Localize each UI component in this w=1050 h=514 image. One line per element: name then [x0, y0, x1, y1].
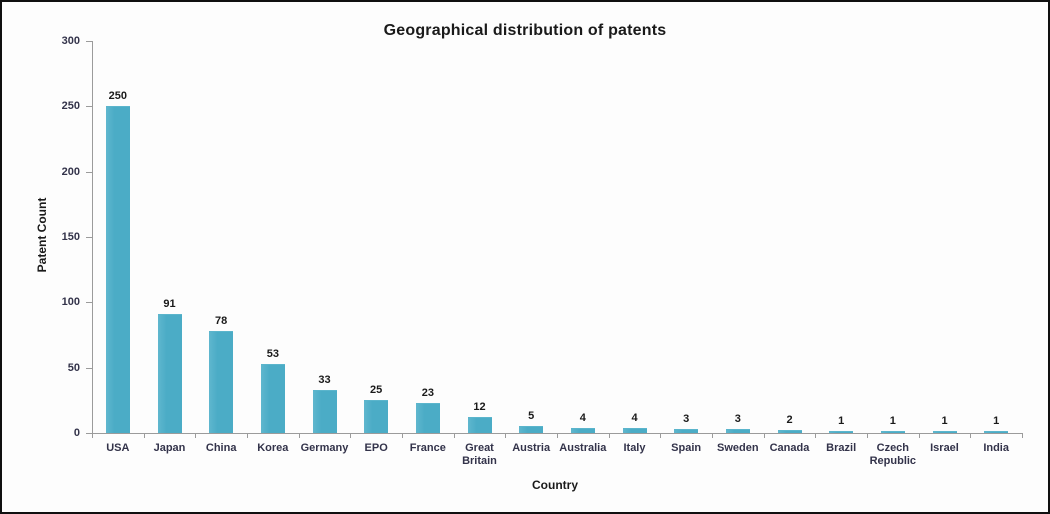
bar-value-label: 4	[631, 411, 638, 424]
x-tick-mark	[1022, 433, 1023, 438]
x-tick-mark	[350, 433, 352, 438]
x-category-label: China	[205, 442, 237, 454]
bar-value-label: 1	[889, 414, 896, 427]
bar-canada	[777, 430, 802, 433]
x-tick-mark	[298, 433, 300, 438]
x-tick-mark	[660, 433, 662, 438]
bar-australia	[570, 427, 595, 433]
bar-value-label: 1	[941, 414, 948, 427]
bar-austria	[519, 426, 544, 433]
bar-israel	[932, 430, 957, 433]
y-tick-mark	[86, 302, 92, 304]
bar-sweden	[725, 429, 750, 433]
x-category-label: Korea	[257, 442, 289, 454]
bar-value-label: 23	[421, 386, 434, 399]
y-axis-line	[92, 41, 93, 434]
bar-china	[209, 331, 234, 433]
x-tick-mark	[763, 433, 765, 438]
x-tick-mark	[453, 433, 455, 438]
y-tick-mark	[86, 106, 92, 108]
y-tick-mark	[86, 237, 92, 238]
bar-brazil	[829, 430, 854, 433]
x-tick-mark	[815, 433, 817, 438]
x-tick-mark	[505, 433, 507, 438]
x-category-label: USA	[106, 442, 130, 454]
x-category-label: Czech Republic	[869, 442, 917, 467]
bar-value-label: 1	[993, 414, 1000, 427]
x-category-label: India	[983, 442, 1009, 454]
bar-value-label: 5	[528, 410, 535, 423]
x-tick-mark	[970, 433, 972, 438]
x-tick-mark	[557, 433, 558, 438]
bar-czech-republic	[880, 430, 905, 433]
bar-value-label: 91	[163, 298, 176, 311]
x-category-label: Spain	[671, 442, 702, 454]
bar-india	[984, 430, 1009, 433]
x-category-label: Israel	[930, 442, 959, 454]
x-category-label: Austria	[512, 442, 551, 454]
x-category-label: Sweden	[717, 442, 759, 454]
x-category-label: Brazil	[826, 442, 857, 454]
bar-korea	[260, 363, 285, 433]
x-category-label: EPO	[364, 442, 388, 454]
x-tick-mark	[195, 433, 197, 438]
x-category-label: Great Britain	[462, 442, 497, 467]
y-tick-label: 0	[73, 427, 80, 439]
x-tick-mark	[712, 433, 713, 438]
x-category-label: France	[409, 442, 446, 454]
bar-value-label: 53	[266, 347, 279, 360]
bar-france	[415, 402, 440, 433]
x-tick-mark	[918, 433, 920, 438]
x-tick-mark	[867, 433, 868, 438]
x-tick-mark	[247, 433, 248, 438]
y-tick-mark	[86, 171, 92, 173]
x-tick-mark	[92, 433, 93, 438]
y-tick-label: 200	[61, 165, 80, 178]
bar-germany	[312, 389, 337, 433]
bar-italy	[622, 427, 647, 433]
y-tick-mark	[86, 433, 92, 434]
bar-value-label: 250	[108, 90, 127, 103]
chart-title: Geographical distribution of patents	[383, 22, 667, 39]
bar-japan	[157, 314, 182, 433]
bar-value-label: 3	[683, 413, 690, 426]
x-tick-mark	[402, 433, 403, 438]
y-tick-label: 250	[61, 100, 80, 113]
y-tick-label: 50	[67, 361, 80, 374]
y-tick-label: 300	[61, 35, 80, 47]
y-tick-mark	[86, 367, 92, 369]
bar-value-label: 12	[473, 401, 486, 414]
x-category-label: Japan	[153, 442, 186, 454]
x-tick-mark	[143, 433, 145, 438]
x-category-label: Italy	[623, 442, 646, 454]
x-category-label: Australia	[559, 442, 607, 454]
x-category-label: Germany	[300, 442, 349, 454]
bar-value-label: 78	[215, 315, 228, 328]
bar-usa	[105, 106, 130, 433]
x-category-label: Canada	[769, 442, 810, 454]
bar-value-label: 2	[786, 414, 793, 427]
x-axis-title: Country	[532, 478, 578, 492]
bar-epo	[364, 400, 389, 433]
bar-value-label: 25	[370, 384, 383, 397]
bar-spain	[674, 429, 699, 433]
y-tick-label: 150	[61, 231, 80, 243]
y-tick-mark	[86, 41, 92, 42]
bar-value-label: 4	[579, 411, 586, 424]
bar-value-label: 33	[318, 373, 331, 386]
bar-value-label: 1	[838, 414, 845, 427]
bar-great-britain	[467, 417, 492, 433]
x-tick-mark	[608, 433, 610, 438]
y-tick-label: 100	[61, 296, 80, 309]
bar-value-label: 3	[734, 413, 741, 426]
